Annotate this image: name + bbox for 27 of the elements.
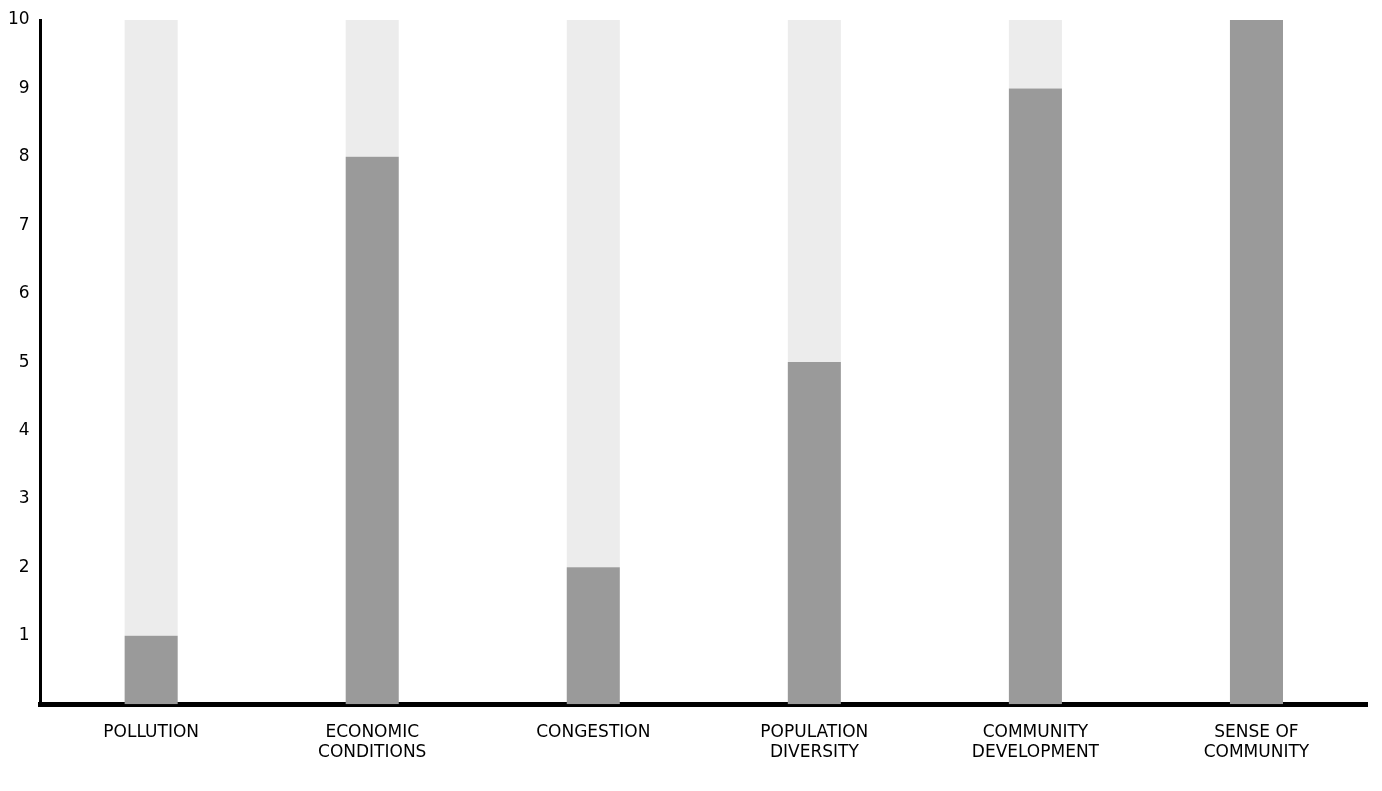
y-tick-label: 10 [7, 8, 30, 29]
y-tick-label: 7 [18, 213, 30, 234]
bar [124, 20, 178, 636]
bar [566, 567, 620, 705]
y-tick-label: 3 [18, 487, 30, 508]
x-tick-label: SENSE OF COMMUNITY [1203, 720, 1310, 762]
x-tick-label: COMMUNITY DEVELOPMENT [971, 720, 1100, 762]
x-tick-label: POPULATION DIVERSITY [760, 720, 869, 762]
y-tick-label: 4 [18, 418, 30, 439]
bar [566, 20, 620, 568]
bar [124, 635, 178, 705]
y-tick-label: 5 [18, 350, 30, 371]
bar [787, 20, 841, 363]
y-tick-label: 9 [18, 76, 30, 97]
x-tick-label: POLLUTION [103, 720, 199, 741]
bar [1008, 88, 1062, 705]
y-tick-label: 6 [18, 282, 30, 303]
x-tick-label: ECONOMIC CONDITIONS [318, 720, 427, 762]
bar [1229, 20, 1283, 705]
bar [345, 156, 399, 705]
bar [1008, 20, 1062, 89]
x-tick-label: CONGESTION [536, 720, 651, 741]
y-tick-label: 1 [18, 624, 30, 645]
y-tick-label: 8 [18, 145, 30, 166]
y-tick-label: 2 [18, 555, 30, 576]
bar [345, 20, 399, 157]
bar [787, 362, 841, 705]
